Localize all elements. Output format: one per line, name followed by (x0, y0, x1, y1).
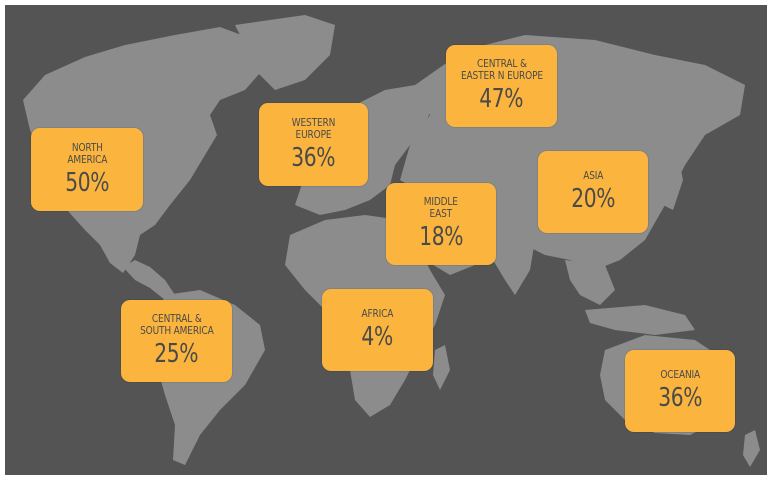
region-value: 47% (479, 84, 524, 114)
region-name: CENTRAL & SOUTH AMERICA (139, 312, 214, 337)
callout-western-europe: WESTERN EUROPE 36% (259, 103, 368, 186)
region-name: ASIA (582, 169, 604, 182)
callout-middle-east: MIDDLE EAST 18% (386, 183, 496, 265)
land-north-america (23, 27, 267, 273)
callout-oceania: OCEANIA 36% (625, 350, 735, 432)
land-japan (663, 150, 683, 210)
region-name: AFRICA (361, 307, 394, 320)
land-central-america (123, 260, 175, 300)
region-value: 25% (154, 339, 199, 369)
region-value: 18% (419, 222, 463, 252)
region-value: 36% (291, 142, 336, 173)
region-name: MIDDLE EAST (423, 195, 459, 220)
region-name: CENTRAL & EASTER N EUROPE (460, 57, 543, 82)
region-value: 36% (658, 383, 702, 413)
land-madagascar (433, 345, 450, 390)
land-india (493, 235, 535, 295)
callout-central-south-america: CENTRAL & SOUTH AMERICA 25% (121, 300, 232, 382)
callout-central-eastern-europe: CENTRAL & EASTER N EUROPE 47% (446, 45, 557, 127)
callout-africa: AFRICA 4% (322, 289, 433, 371)
land-greenland (235, 15, 335, 90)
region-name: NORTH AMERICA (67, 140, 107, 166)
callout-north-america: NORTH AMERICA 50% (31, 128, 143, 211)
region-value: 50% (65, 167, 109, 198)
callout-asia: ASIA 20% (538, 151, 648, 233)
world-map: NORTH AMERICA 50% WESTERN EUROPE 36% CEN… (5, 5, 767, 475)
region-name: WESTERN EUROPE (291, 115, 336, 141)
land-indonesia (585, 305, 695, 335)
region-value: 4% (361, 322, 394, 352)
land-southeast-asia (565, 260, 615, 305)
region-name: OCEANIA (660, 368, 700, 381)
region-value: 20% (571, 184, 615, 214)
land-new-zealand (743, 430, 760, 467)
